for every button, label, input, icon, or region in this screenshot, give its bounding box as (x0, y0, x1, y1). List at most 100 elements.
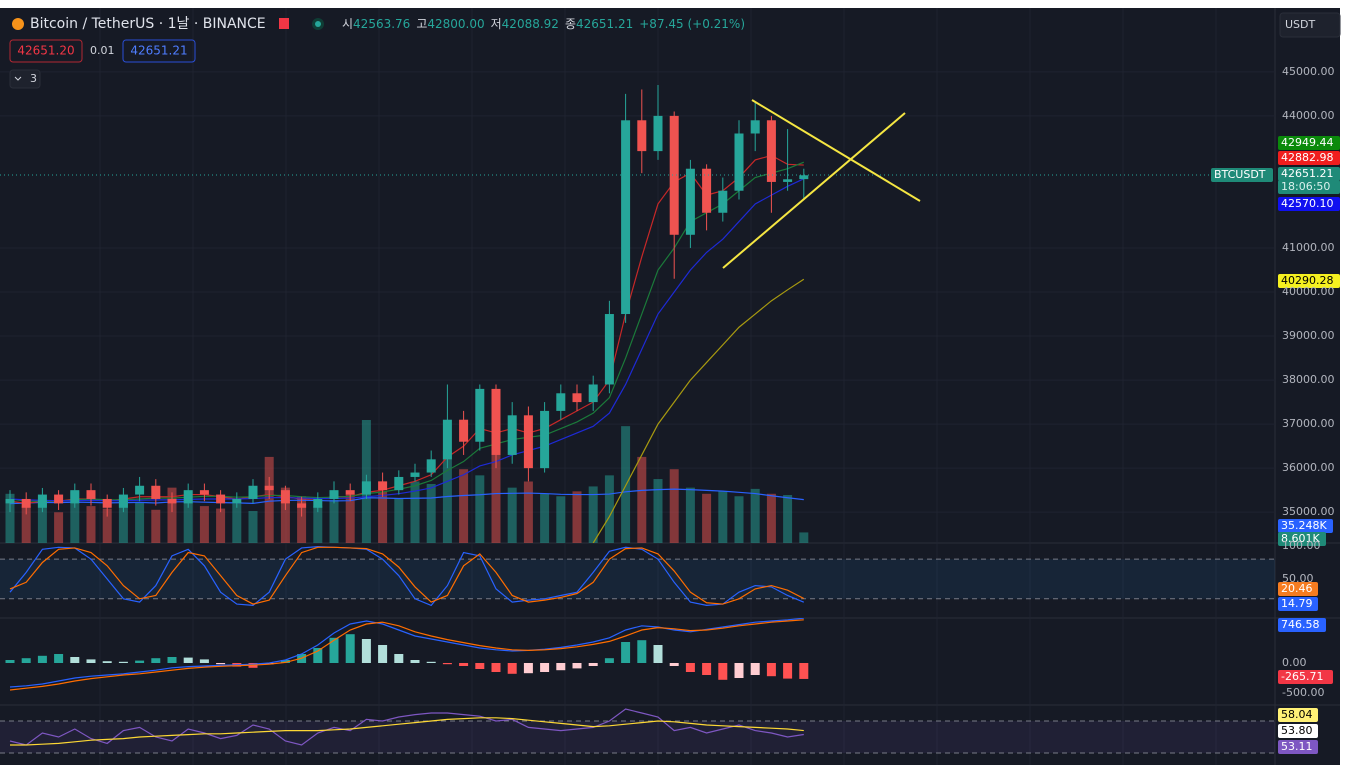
price-tag-label: 58.04 (1281, 708, 1313, 721)
volume-bar (280, 487, 290, 543)
macd-histogram-bar (183, 657, 193, 663)
price-tag (1278, 724, 1318, 738)
ohlc-value: 42088.92 (502, 17, 559, 31)
ohlc-value: 42800.00 (427, 17, 484, 31)
volume-bar (588, 486, 598, 543)
candle-body (329, 490, 339, 499)
macd-histogram-bar (280, 660, 290, 663)
price-tag (1278, 180, 1340, 194)
flag-icon[interactable] (279, 18, 289, 29)
macd-histogram-bar (604, 658, 614, 663)
volume-bar (507, 487, 517, 543)
candle-body (459, 419, 469, 442)
candle-body (750, 120, 760, 134)
candle-body (588, 384, 598, 403)
volume-bar (183, 498, 193, 543)
volume-bar (540, 493, 550, 543)
macd-histogram-bar (475, 663, 485, 669)
volume-bar (669, 469, 679, 543)
candle-body (21, 498, 31, 508)
moving-average-line (592, 278, 805, 543)
volume-bar (70, 491, 80, 543)
volume-bar (345, 493, 355, 543)
indicator-toggle[interactable] (9, 69, 41, 89)
candle-body (37, 494, 47, 508)
macd-histogram-bar (442, 663, 452, 665)
volume-ma-line (9, 488, 804, 505)
ohlc-label: 고 (416, 17, 427, 31)
macd-histogram-bar (394, 654, 404, 663)
macd-line (9, 618, 804, 688)
volume-bar (750, 488, 760, 543)
indicator-count[interactable]: 3 (30, 72, 37, 85)
macd-histogram-bar (54, 654, 64, 663)
volume-bar (378, 491, 388, 543)
volume-bar (151, 509, 161, 543)
price-tag-label: 40290.28 (1281, 274, 1334, 287)
volume-bar (637, 456, 647, 543)
candle-body (766, 120, 776, 182)
y-tick-label: 38000.00 (1282, 373, 1335, 386)
volume-bar (118, 496, 128, 543)
sell-box[interactable] (9, 39, 83, 63)
candle-body (669, 115, 679, 235)
candle-body (442, 419, 452, 460)
spread: 0.01 (90, 44, 115, 57)
macd-histogram-bar (102, 661, 112, 663)
ask-price[interactable]: 42651.21 (130, 44, 187, 58)
stoch-k-line (9, 546, 805, 607)
price-tag (1278, 519, 1333, 533)
volume-bar (783, 495, 793, 543)
candle-body (653, 115, 663, 152)
candle-body (151, 485, 161, 499)
volume-bar (37, 499, 47, 543)
volume-bar (410, 481, 420, 543)
volume-bar (5, 493, 15, 543)
volume-bar (54, 512, 64, 543)
volume-bar (556, 496, 566, 543)
macd-histogram-bar (459, 663, 469, 666)
volume-bar (167, 487, 177, 543)
candle-body (734, 133, 744, 191)
price-tag-label: 35.248K (1281, 519, 1327, 532)
grid (0, 8, 1275, 765)
price-tag-label: 8.601K (1281, 532, 1320, 545)
price-tag-label: 42882.98 (1281, 151, 1334, 164)
candle-body (248, 485, 258, 499)
y-tick-label: 41000.00 (1282, 241, 1335, 254)
macd-histogram-bar (653, 645, 663, 663)
y-tick-label: 37000.00 (1282, 417, 1335, 430)
macd-histogram-bar (799, 663, 809, 679)
price-tag (1278, 670, 1333, 684)
candle-body (70, 490, 80, 504)
moving-average-line (9, 178, 805, 502)
symbol-icon (12, 18, 24, 30)
candle-body (5, 498, 15, 504)
price-tag (1278, 740, 1318, 754)
macd-histogram-bar (783, 663, 793, 679)
volume-bar (766, 493, 776, 543)
candle-body (135, 485, 145, 495)
trend-line[interactable] (751, 99, 921, 202)
candle-body (345, 490, 355, 495)
currency[interactable]: USDT (1285, 18, 1316, 31)
macd-histogram-bar (410, 660, 420, 663)
bid-price[interactable]: 42651.20 (17, 44, 74, 58)
volume-bar (799, 532, 809, 543)
candle-body (491, 388, 501, 455)
currency-button[interactable] (1279, 12, 1341, 38)
ohlc-label: 시 (342, 17, 353, 31)
status-dot-core (315, 21, 321, 27)
candle-body (378, 481, 388, 491)
candle-body (183, 490, 193, 504)
buy-box[interactable] (122, 39, 196, 63)
macd-histogram-bar (523, 663, 533, 674)
trend-line[interactable] (722, 112, 906, 269)
stoch-d-line (9, 546, 805, 605)
volume-bar (604, 475, 614, 543)
y-tick-label: 35000.00 (1282, 505, 1335, 518)
macd-histogram-bar (21, 658, 31, 663)
symbol-title[interactable]: Bitcoin / TetherUS · 1날 · BINANCE (30, 16, 266, 32)
